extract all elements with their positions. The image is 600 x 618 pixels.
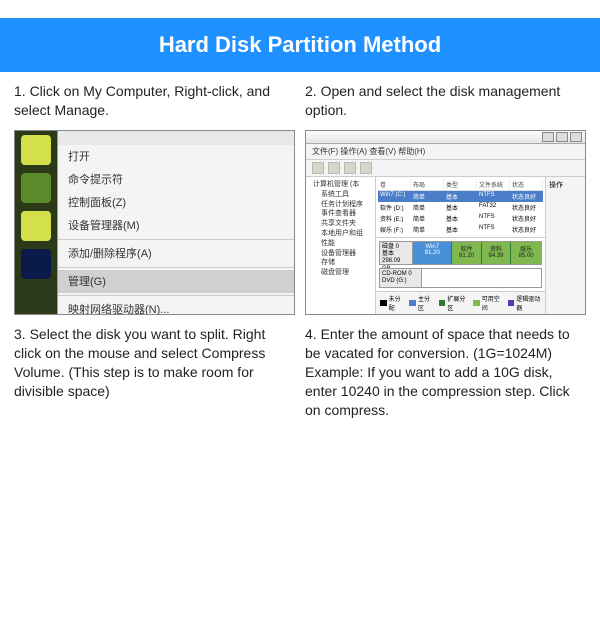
recycle-icon[interactable] xyxy=(21,211,51,241)
disk-graph: 磁盘 0 基本 298.09 GB Win781.20 软件81.20 xyxy=(376,238,545,291)
toolbar-button[interactable] xyxy=(312,162,324,174)
tree-item-diskmgmt[interactable]: 磁盘管理 xyxy=(309,268,372,278)
minimize-button[interactable] xyxy=(542,132,554,142)
step-2: 2. Open and select the disk management o… xyxy=(305,82,586,315)
menu-item[interactable]: 设备管理器(M) xyxy=(58,214,294,237)
volume-list: 卷 布局 类型 文件系统 状态 Win7 (C:)简单基本NTFS状态良好 软件… xyxy=(376,177,545,238)
context-menu: 打开 命令提示符 控制面板(Z) 设备管理器(M) 添加/删除程序(A) 管理(… xyxy=(57,131,294,314)
tree-item[interactable]: 任务计划程序 xyxy=(309,200,372,210)
volume-row[interactable]: 软件 (D:)简单基本FAT32状态良好 xyxy=(378,202,543,213)
disk-row: 磁盘 0 基本 298.09 GB Win781.20 软件81.20 xyxy=(379,241,542,265)
partition-f[interactable]: 娱乐85.00 xyxy=(510,242,541,264)
partition-e[interactable]: 资料84.39 xyxy=(481,242,511,264)
step-1-text: 1. Click on My Computer, Right-click, an… xyxy=(14,82,295,122)
cdrom-row: CD-ROM 0 DVD (G:) xyxy=(379,268,542,288)
network-icon[interactable] xyxy=(21,173,51,203)
disk-label: 磁盘 0 基本 298.09 GB xyxy=(380,242,413,264)
tree-item[interactable]: 共享文件夹 xyxy=(309,219,372,229)
tree-item[interactable]: 事件查看器 xyxy=(309,209,372,219)
menu-item[interactable]: 命令提示符 xyxy=(58,168,294,191)
step-3-text: 3. Select the disk you want to split. Ri… xyxy=(14,325,295,401)
toolbar-button[interactable] xyxy=(360,162,372,174)
legend: 未分配 主分区 扩展分区 可用空间 逻辑驱动器 xyxy=(376,291,545,314)
toolbar-button[interactable] xyxy=(344,162,356,174)
tree-item[interactable]: 本地用户和组 xyxy=(309,229,372,239)
volume-row[interactable]: Win7 (C:)简单基本NTFS状态良好 xyxy=(378,191,543,202)
computer-icon[interactable] xyxy=(21,135,51,165)
step-2-text: 2. Open and select the disk management o… xyxy=(305,82,586,122)
actions-pane: 操作 xyxy=(545,177,585,314)
step-4-text: 4. Enter the amount of space that needs … xyxy=(305,325,586,419)
step-3: 3. Select the disk you want to split. Ri… xyxy=(14,325,295,427)
step-1: 1. Click on My Computer, Right-click, an… xyxy=(14,82,295,315)
menu-item[interactable]: 映射网络驱动器(N)... xyxy=(58,298,294,315)
partition-d[interactable]: 软件81.20 xyxy=(451,242,481,264)
menu-bar[interactable]: 文件(F) 操作(A) 查看(V) 帮助(H) xyxy=(306,144,585,160)
desktop-taskbar xyxy=(15,131,57,314)
volume-list-header: 卷 布局 类型 文件系统 状态 xyxy=(378,179,543,191)
screenshot-1: 打开 命令提示符 控制面板(Z) 设备管理器(M) 添加/删除程序(A) 管理(… xyxy=(14,130,295,315)
maximize-button[interactable] xyxy=(556,132,568,142)
partition-c[interactable]: Win781.20 xyxy=(413,242,451,264)
tree-item[interactable]: 计算机管理 (本 xyxy=(309,180,372,190)
menu-item[interactable]: 控制面板(Z) xyxy=(58,191,294,214)
app-icon[interactable] xyxy=(21,249,51,279)
tree-item[interactable]: 设备管理器 xyxy=(309,249,372,259)
menu-item[interactable]: 添加/删除程序(A) xyxy=(58,242,294,265)
volume-row[interactable]: 资料 (E:)简单基本NTFS状态良好 xyxy=(378,213,543,224)
screenshot-2: 文件(F) 操作(A) 查看(V) 帮助(H) 计算机管理 (本 系统工具 任务… xyxy=(305,130,586,315)
step-4: 4. Enter the amount of space that needs … xyxy=(305,325,586,427)
nav-tree: 计算机管理 (本 系统工具 任务计划程序 事件查看器 共享文件夹 本地用户和组 … xyxy=(306,177,376,314)
menu-item-manage[interactable]: 管理(G) xyxy=(58,270,294,293)
page-title: Hard Disk Partition Method xyxy=(0,18,600,72)
tree-item[interactable]: 系统工具 xyxy=(309,190,372,200)
volume-row[interactable]: 娱乐 (F:)简单基本NTFS状态良好 xyxy=(378,224,543,235)
toolbar xyxy=(306,160,585,177)
cdrom-label: CD-ROM 0 DVD (G:) xyxy=(380,269,422,287)
menu-item[interactable]: 打开 xyxy=(58,145,294,168)
close-button[interactable] xyxy=(570,132,582,142)
tree-item[interactable]: 存储 xyxy=(309,258,372,268)
tree-item[interactable]: 性能 xyxy=(309,239,372,249)
window-titlebar xyxy=(306,131,585,144)
toolbar-button[interactable] xyxy=(328,162,340,174)
